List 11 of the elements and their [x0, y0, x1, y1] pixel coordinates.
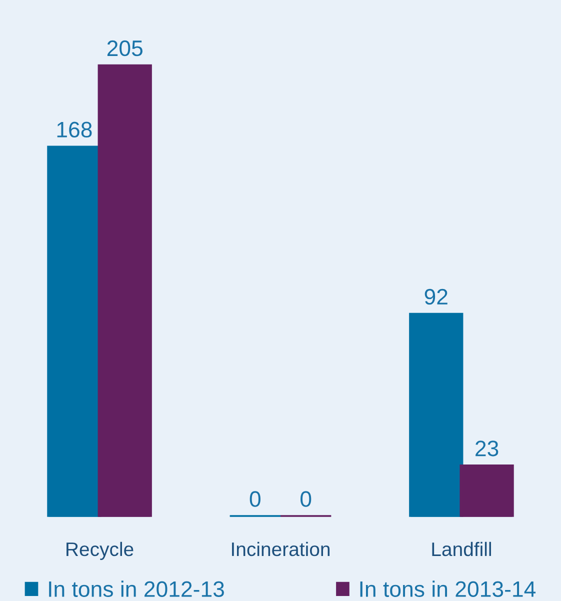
x-tick-label: Incineration [232, 542, 330, 556]
data-label: 0 [300, 491, 312, 507]
legend-label: In tons in 2012-13 [49, 580, 224, 597]
x-tick-label: Recycle [66, 542, 134, 560]
data-label: 0 [250, 491, 260, 507]
data-label: 168 [57, 122, 92, 138]
data-label: 92 [424, 288, 448, 305]
data-label: 23 [476, 440, 498, 456]
data-label: 205 [107, 40, 142, 56]
legend-label: In tons in 2013-14 [360, 580, 536, 597]
x-tick-label: Landfill [432, 542, 491, 556]
